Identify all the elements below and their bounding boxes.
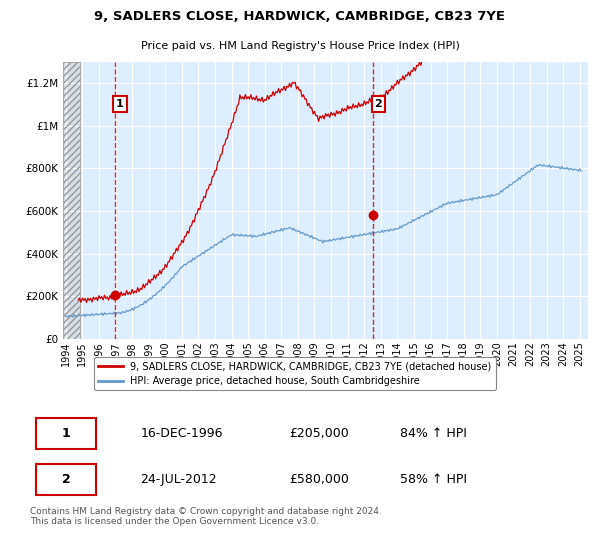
Text: £205,000: £205,000 [289,427,349,440]
Text: 9, SADLERS CLOSE, HARDWICK, CAMBRIDGE, CB23 7YE: 9, SADLERS CLOSE, HARDWICK, CAMBRIDGE, C… [95,10,505,23]
Text: 2: 2 [374,99,382,109]
Text: 1: 1 [62,427,70,440]
Text: 84% ↑ HPI: 84% ↑ HPI [400,427,467,440]
Text: Contains HM Land Registry data © Crown copyright and database right 2024.
This d: Contains HM Land Registry data © Crown c… [30,507,382,526]
Text: £580,000: £580,000 [289,473,349,486]
FancyBboxPatch shape [35,418,96,449]
Text: Price paid vs. HM Land Registry's House Price Index (HPI): Price paid vs. HM Land Registry's House … [140,41,460,51]
Bar [63,62,80,339]
Text: 16-DEC-1996: 16-DEC-1996 [140,427,223,440]
Bar [63,62,80,339]
Legend: 9, SADLERS CLOSE, HARDWICK, CAMBRIDGE, CB23 7YE (detached house), HPI: Average p: 9, SADLERS CLOSE, HARDWICK, CAMBRIDGE, C… [94,357,496,390]
Text: 24-JUL-2012: 24-JUL-2012 [140,473,217,486]
Text: 1: 1 [116,99,124,109]
FancyBboxPatch shape [35,464,96,495]
Text: 2: 2 [62,473,70,486]
Text: 58% ↑ HPI: 58% ↑ HPI [400,473,467,486]
